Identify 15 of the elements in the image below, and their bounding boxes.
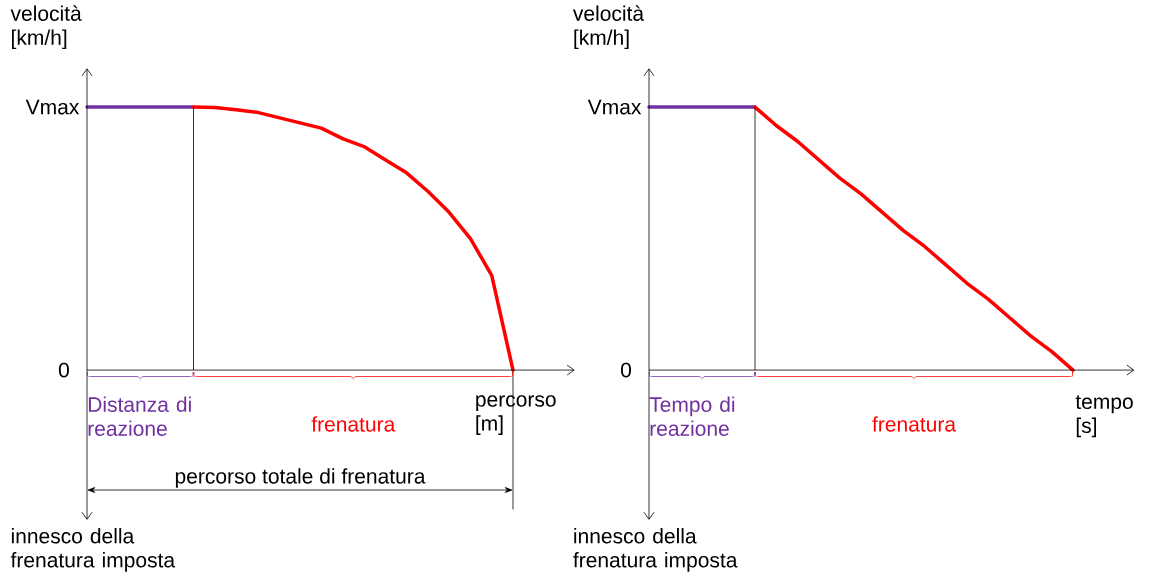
x-axis-title: tempo [s] — [1075, 395, 1133, 438]
annotation: Vmax — [587, 99, 642, 115]
text: 0 — [621, 362, 632, 378]
text: percorso totale di frenatura — [175, 468, 426, 488]
y-axis-title: velocità [km/h] — [572, 5, 645, 50]
text: 0 — [58, 362, 69, 378]
x-axis-title: percorso [m] — [476, 395, 556, 435]
y-axis-title: velocità [km/h] — [10, 5, 82, 50]
annotation: Vmax — [25, 99, 80, 115]
text: innesco della frenatura imposta — [573, 528, 738, 572]
text: frenatura — [872, 416, 957, 432]
text: frenatura — [311, 416, 396, 432]
text: innesco della frenatura imposta — [10, 528, 176, 572]
text: Tempo di reazione — [649, 396, 735, 436]
text: Distanza di reazione — [88, 396, 191, 436]
